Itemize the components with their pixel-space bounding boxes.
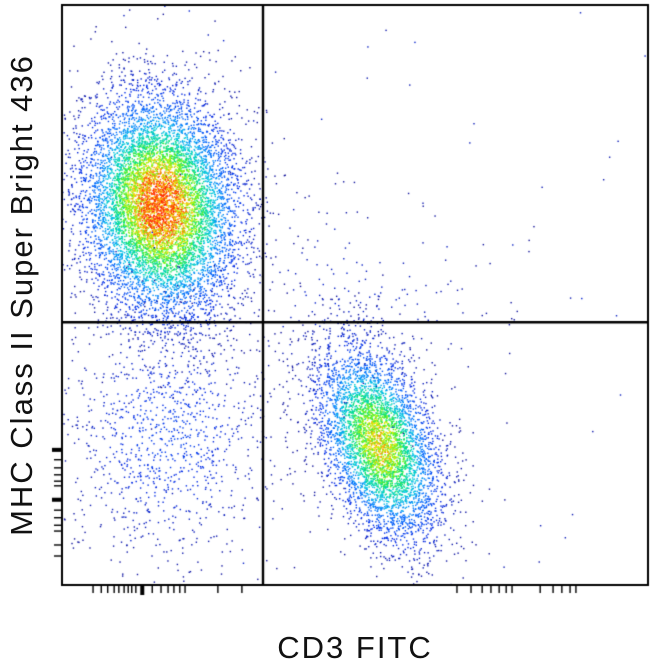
y-axis-label: MHC Class II Super Bright 436 — [4, 54, 39, 536]
x-axis-label: CD3 FITC — [277, 630, 433, 665]
